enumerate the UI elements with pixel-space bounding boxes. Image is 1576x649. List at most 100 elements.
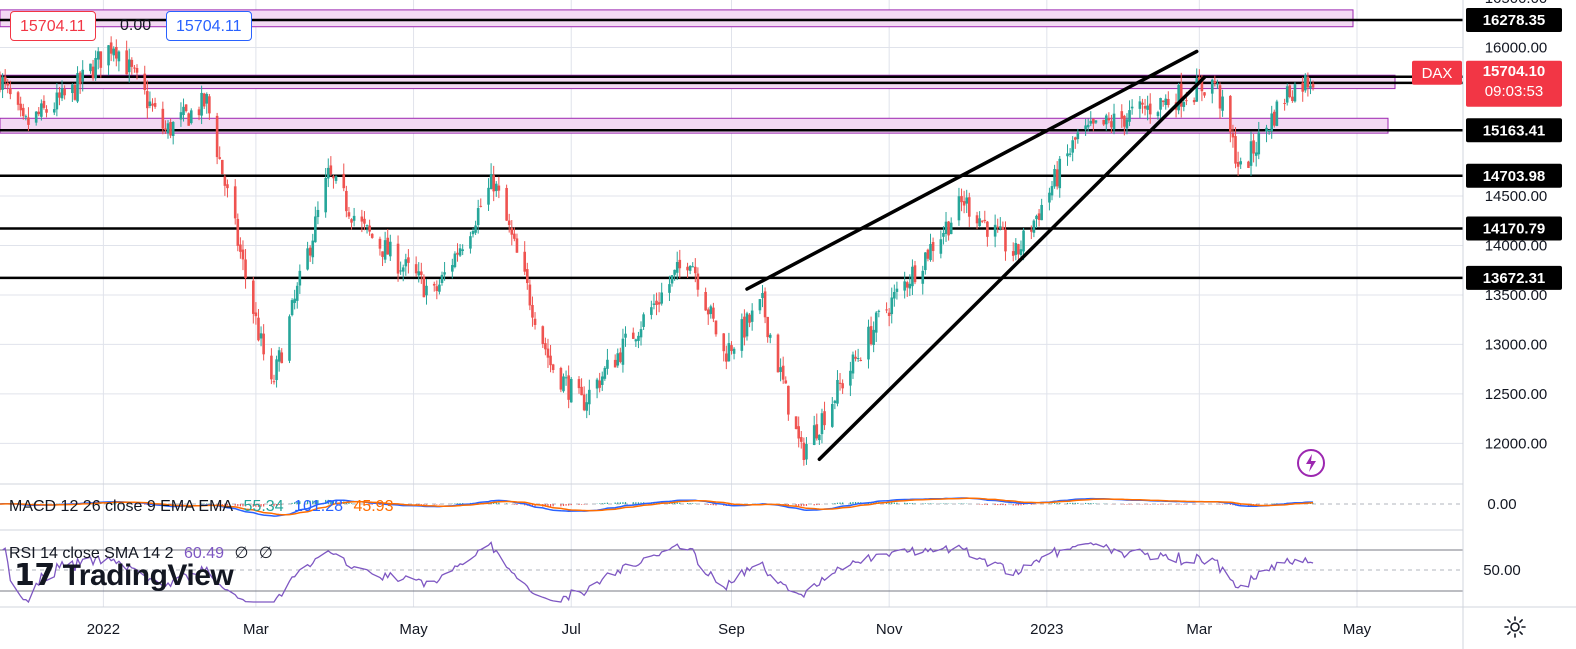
candle-body [1058,158,1062,189]
candle-up [606,348,609,375]
candle-body [939,239,943,254]
candle-body [670,275,674,284]
candle-up [55,83,59,117]
tradingview-logo-text: TradingView [62,559,234,592]
candle-down [329,156,333,177]
candle-up [1293,82,1297,103]
candle-down [368,219,371,236]
candle-down [151,98,154,112]
candle-up [474,220,477,235]
candle-down [236,213,240,252]
rsi-extra-2: ∅ [258,545,273,562]
candle-down [1030,225,1033,240]
candle-body [595,379,599,389]
candle-body [308,247,312,256]
ohlc-buy-box[interactable]: 15704.11 [166,11,252,41]
candle-up [404,253,408,276]
candle-body [352,215,356,221]
candle-up [96,47,100,70]
candle-up [727,332,731,362]
candle-body [52,109,56,113]
candle-down [262,324,265,361]
candle-body [127,59,131,73]
candle-up [1076,128,1080,144]
candle-body [781,365,785,380]
candle-body [962,201,966,206]
candle-down [1192,97,1196,105]
candle-body [818,434,821,441]
candle-down [567,365,570,409]
candle-body [425,285,428,296]
candle-up [453,251,457,269]
candle-body [797,426,800,439]
candle-body [316,209,320,218]
candle-body [166,123,170,133]
candle-up [874,311,878,342]
candle-up [107,44,110,76]
candle-body [6,83,10,86]
candle-body [401,267,405,272]
candle-down [926,248,930,262]
rsi-axis-tick: 50.00 [1483,562,1521,579]
candle-body [856,358,860,360]
candle-body [78,72,82,84]
candle-body [993,224,997,237]
candle-up [621,328,625,373]
candle-down [19,96,22,117]
candle-body [55,92,59,110]
candle-up [1177,82,1180,115]
candle-down [1037,208,1041,227]
candle-down [381,251,384,267]
candle-down [244,249,247,289]
gear-icon[interactable] [1503,615,1527,639]
candle-up [1221,89,1224,117]
candle-body [1159,97,1162,110]
candle-body [1011,251,1015,256]
candle-up [438,279,441,295]
candle-body [42,100,46,108]
candle-body [345,190,348,212]
candle-body [63,88,66,96]
candle-body [1123,115,1126,127]
lightning-icon[interactable] [1296,448,1326,478]
candle-up [171,121,175,145]
candle-body [254,312,258,317]
candle-up [624,326,627,347]
candle-body [407,257,410,263]
candle-body [960,196,963,203]
candle-up [1164,94,1168,110]
level-price-tag [1466,216,1562,241]
candle-down [1247,160,1250,169]
candle-body [1167,98,1170,106]
candle-body [1203,92,1206,96]
macd-legend[interactable]: MACD 12 26 close 9 EMA EMA 55.34 101.28 … [9,498,399,516]
rsi-legend[interactable]: RSI 14 close SMA 14 2 60.49 ∅ ∅ [9,543,279,563]
candle-down [582,386,586,412]
candle-body [890,297,894,315]
candle-body [277,350,281,362]
candle-down [1110,114,1113,133]
candle-up [417,262,421,283]
candle-body [456,252,459,255]
candle-body [616,353,620,366]
ohlc-sell-box[interactable]: 15704.11 [10,11,96,41]
candle-body [1231,133,1235,138]
candle-down [869,316,873,346]
candle-body [980,220,984,222]
candle-up [60,80,64,102]
candle-down [577,376,581,394]
candle-body [489,174,493,190]
candle-down [730,341,733,355]
tradingview-logo[interactable]: 𝟭𝟳 TradingView [14,558,234,593]
candle-down [1123,114,1126,136]
candle-body [81,69,85,82]
candle-up [1216,79,1219,89]
candle-up [675,251,679,281]
candle-down [184,104,188,113]
candle-body [1130,106,1134,109]
candle-body [399,270,402,272]
candle-body [27,117,30,125]
candle-up [52,102,56,116]
candle-body [295,285,299,301]
